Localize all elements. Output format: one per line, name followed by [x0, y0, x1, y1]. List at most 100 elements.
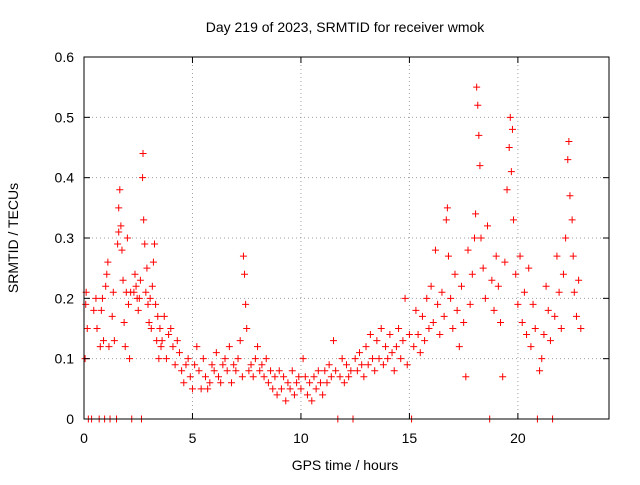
- data-point: [212, 349, 220, 357]
- data-point: [191, 361, 199, 369]
- data-point: [351, 355, 359, 363]
- data-point: [108, 312, 116, 320]
- data-point: [570, 288, 578, 296]
- x-axis-label: GPS time / hours: [292, 457, 399, 473]
- data-point: [508, 125, 516, 133]
- data-point: [160, 312, 168, 320]
- y-tick-label: 0.6: [55, 49, 75, 65]
- data-point: [210, 367, 218, 375]
- data-point: [269, 385, 277, 393]
- data-point: [124, 300, 132, 308]
- data-point: [516, 252, 524, 260]
- data-point: [492, 252, 500, 260]
- data-point: [195, 367, 203, 375]
- data-point: [540, 331, 548, 339]
- data-point: [512, 270, 520, 278]
- x-tick-label: 10: [293, 430, 309, 446]
- data-point: [290, 391, 298, 399]
- data-point: [247, 361, 255, 369]
- data-point: [476, 162, 484, 170]
- data-point: [282, 397, 290, 405]
- data-point: [206, 379, 214, 387]
- data-point: [386, 331, 394, 339]
- data-point: [151, 240, 159, 248]
- data-point: [392, 343, 400, 351]
- data-point: [228, 379, 236, 387]
- data-point: [303, 391, 311, 399]
- data-point: [208, 361, 216, 369]
- data-point: [373, 337, 381, 345]
- data-point: [314, 367, 322, 375]
- data-point: [356, 349, 364, 357]
- data-point: [414, 331, 422, 339]
- data-point: [182, 361, 190, 369]
- data-point: [468, 270, 476, 278]
- data-point: [178, 367, 186, 375]
- data-point: [405, 331, 413, 339]
- y-tick-label: 0.1: [55, 351, 75, 367]
- data-point: [527, 343, 535, 351]
- data-point: [267, 367, 275, 375]
- data-point: [438, 288, 446, 296]
- data-point: [121, 343, 129, 351]
- data-point: [470, 234, 478, 242]
- data-point: [503, 186, 511, 194]
- data-point: [319, 391, 327, 399]
- data-point: [171, 361, 179, 369]
- data-point: [219, 361, 227, 369]
- data-point: [193, 343, 201, 351]
- data-point: [366, 331, 374, 339]
- data-point: [473, 83, 481, 91]
- data-point: [453, 306, 461, 314]
- data-point: [197, 385, 205, 393]
- data-point: [479, 264, 487, 272]
- data-point: [460, 318, 468, 326]
- data-point: [336, 373, 344, 381]
- data-point: [120, 318, 128, 326]
- data-point: [384, 355, 392, 363]
- data-point: [416, 349, 424, 357]
- data-point: [462, 373, 470, 381]
- data-point: [538, 355, 546, 363]
- data-point: [90, 306, 98, 314]
- data-point: [109, 288, 117, 296]
- data-point: [260, 373, 268, 381]
- data-point: [225, 343, 233, 351]
- data-layer: [81, 83, 585, 423]
- y-axis-label: SRMTID / TECUs: [5, 183, 21, 293]
- data-point: [239, 252, 247, 260]
- data-point: [518, 318, 526, 326]
- data-point: [316, 379, 324, 387]
- data-point: [388, 349, 396, 357]
- data-point: [175, 349, 183, 357]
- data-point: [490, 306, 498, 314]
- data-point: [520, 288, 528, 296]
- data-point: [564, 156, 572, 164]
- data-point: [131, 270, 139, 278]
- data-point: [338, 355, 346, 363]
- y-tick-label: 0: [66, 411, 74, 427]
- data-point: [221, 355, 229, 363]
- data-point: [436, 331, 444, 339]
- data-point: [249, 373, 257, 381]
- data-point: [110, 337, 118, 345]
- data-point: [466, 300, 474, 308]
- data-point: [140, 216, 148, 224]
- data-point: [238, 373, 246, 381]
- data-point: [114, 240, 122, 248]
- data-point: [310, 373, 318, 381]
- data-point: [134, 306, 142, 314]
- data-point: [358, 361, 366, 369]
- x-tick-label: 20: [510, 430, 526, 446]
- data-point: [152, 300, 160, 308]
- data-point: [146, 294, 154, 302]
- data-point: [425, 325, 433, 332]
- data-point: [277, 385, 285, 393]
- data-point: [477, 234, 485, 242]
- data-point: [321, 367, 329, 375]
- data-point: [169, 343, 177, 351]
- data-point: [397, 355, 405, 363]
- data-point: [362, 343, 370, 351]
- data-point: [234, 355, 242, 363]
- data-point: [382, 343, 390, 351]
